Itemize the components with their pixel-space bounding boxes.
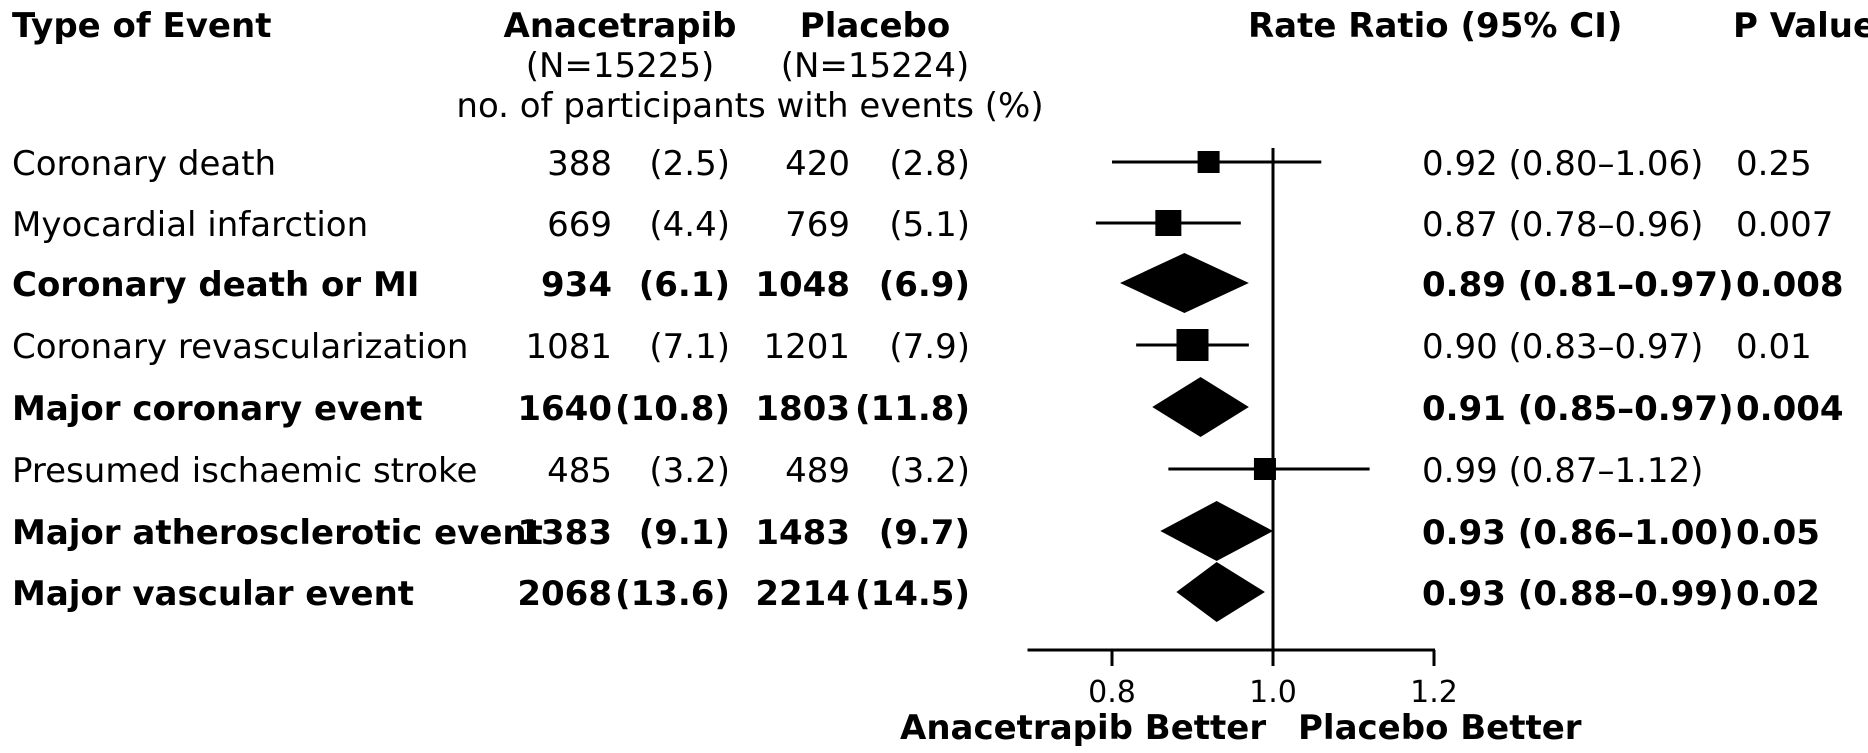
estimate-diamond [1152,377,1249,437]
estimate-square [1155,210,1182,236]
arm2-count: 420 [785,144,850,184]
arm2-percent: (6.9) [878,265,970,305]
arm2-n-header: (N=15224) [780,46,970,86]
p-value: 0.02 [1736,574,1820,614]
event-label: Coronary revascularization [12,327,469,367]
event-label: Coronary death or MI [12,265,420,305]
p-value: 0.008 [1736,265,1844,305]
arm2-percent: (9.7) [878,513,970,553]
arm1-count: 934 [541,265,612,305]
arm1-name-header: Anacetrapib [503,6,737,46]
arm2-percent: (3.2) [889,451,970,491]
arm2-percent: (5.1) [889,205,970,245]
arm2-count: 1803 [755,389,850,429]
estimate-diamond [1120,253,1249,313]
arm2-percent: (7.9) [889,327,970,367]
estimate-square [1253,458,1276,480]
arm1-percent: (2.5) [649,144,730,184]
events-subheader: no. of participants with events (%) [456,86,1044,126]
rate-ratio-value: 0.89 (0.81–0.97) [1422,265,1734,305]
rate-ratio-value: 0.90 (0.83–0.97) [1422,327,1704,367]
arm1-percent: (7.1) [649,327,730,367]
type-of-event-header: Type of Event [12,6,272,46]
p-value: 0.05 [1736,513,1820,553]
rate-ratio-value: 0.99 (0.87–1.12) [1422,451,1704,491]
arm2-percent: (2.8) [889,144,970,184]
arm1-percent: (3.2) [649,451,730,491]
p-value: 0.25 [1736,144,1812,184]
arm2-name-header: Placebo [799,6,951,46]
p-value-header: P Value [1733,6,1868,46]
arm2-count: 2214 [755,574,850,614]
event-label: Myocardial infarction [12,205,369,245]
x-tick-label: 1.2 [1410,675,1458,710]
event-label: Major coronary event [12,389,423,429]
estimate-diamond [1160,501,1273,561]
arm1-percent: (4.4) [649,205,730,245]
x-label-left: Anacetrapib Better [900,708,1267,748]
arm1-percent: (6.1) [638,265,730,305]
rate-ratio-value: 0.93 (0.88–0.99) [1422,574,1734,614]
arm1-count: 1081 [525,327,612,367]
arm1-n-header: (N=15225) [525,46,715,86]
estimate-square [1197,151,1220,173]
x-label-right: Placebo Better [1298,708,1582,748]
rate-ratio-header: Rate Ratio (95% CI) [1248,6,1623,46]
arm1-percent: (10.8) [615,389,730,429]
estimate-diamond [1176,562,1265,622]
p-value: 0.004 [1736,389,1844,429]
arm2-count: 1048 [755,265,850,305]
arm1-percent: (13.6) [615,574,730,614]
arm2-percent: (11.8) [855,389,970,429]
arm2-count: 1201 [763,327,850,367]
p-value: 0.007 [1736,205,1834,245]
rate-ratio-value: 0.92 (0.80–1.06) [1422,144,1704,184]
event-label: Major atherosclerotic event [12,513,543,553]
event-label: Presumed ischaemic stroke [12,451,478,491]
arm1-count: 1383 [517,513,612,553]
arm1-count: 485 [547,451,612,491]
arm1-percent: (9.1) [638,513,730,553]
x-tick-label: 1.0 [1249,675,1297,710]
arm2-count: 769 [785,205,850,245]
arm1-count: 2068 [517,574,612,614]
arm1-count: 1640 [517,389,612,429]
arm2-count: 489 [785,451,850,491]
event-label: Major vascular event [12,574,415,614]
arm1-count: 388 [547,144,612,184]
event-label: Coronary death [12,144,277,184]
p-value: 0.01 [1736,327,1812,367]
arm1-count: 669 [547,205,612,245]
rate-ratio-value: 0.93 (0.86–1.00) [1422,513,1734,553]
rate-ratio-value: 0.91 (0.85–0.97) [1422,389,1734,429]
arm2-percent: (14.5) [855,574,970,614]
rate-ratio-value: 0.87 (0.78–0.96) [1422,205,1704,245]
estimate-square [1176,329,1209,361]
arm2-count: 1483 [755,513,850,553]
x-tick-label: 0.8 [1088,675,1136,710]
